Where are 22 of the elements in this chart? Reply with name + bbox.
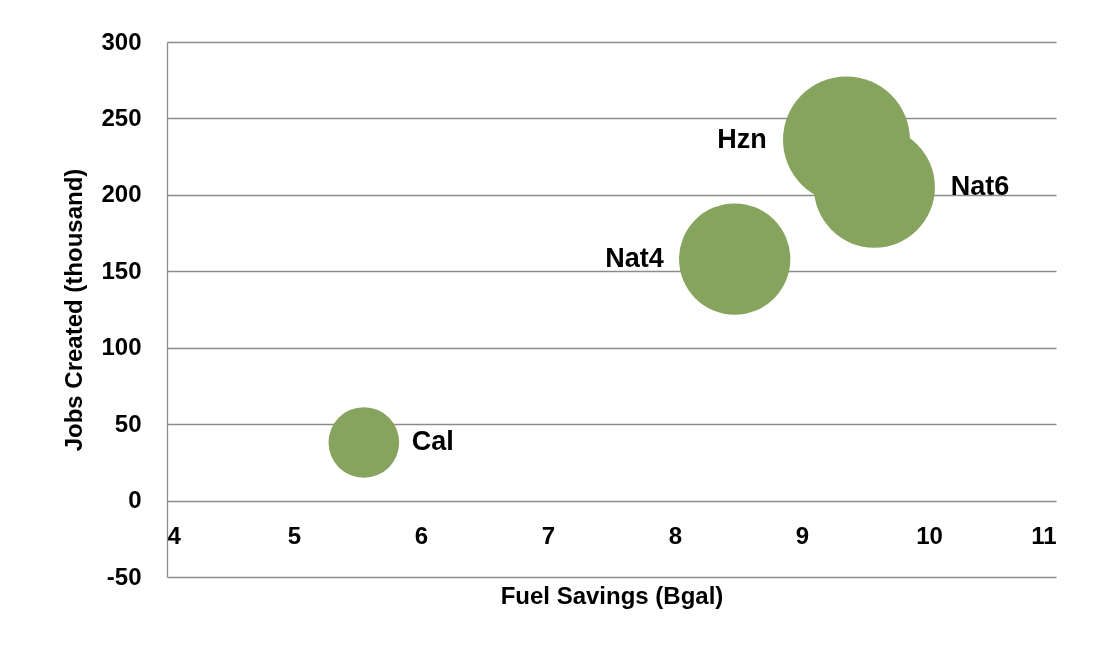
x-tick-label: 7 (541, 522, 556, 550)
x-tick-label: 10 (916, 522, 943, 550)
series-label: Cal (411, 426, 454, 457)
x-tick-label: 4 (167, 522, 182, 550)
y-tick-label: 300 (101, 27, 142, 55)
y-axis-title: Jobs Created (thousand) (60, 168, 88, 452)
series-label: Nat4 (605, 243, 664, 274)
series-label: Hzn (717, 123, 767, 154)
y-tick-label: 250 (101, 103, 142, 131)
x-tick-label: 5 (287, 522, 302, 550)
x-tick-label: 8 (668, 522, 683, 550)
x-tick-label: 6 (414, 522, 429, 550)
x-axis-title: Fuel Savings (Bgal) (500, 582, 724, 610)
y-tick-label: 0 (128, 486, 142, 514)
y-tick-label: 50 (114, 409, 142, 437)
y-tick-label: 100 (101, 333, 142, 361)
x-tick-label: 9 (795, 522, 810, 550)
y-tick-label: 150 (101, 256, 142, 284)
x-tick-label: 11 (1031, 522, 1057, 550)
series-label: Nat6 (950, 171, 1010, 202)
y-tick-label: 200 (101, 180, 142, 208)
y-tick-label: -50 (106, 562, 142, 590)
